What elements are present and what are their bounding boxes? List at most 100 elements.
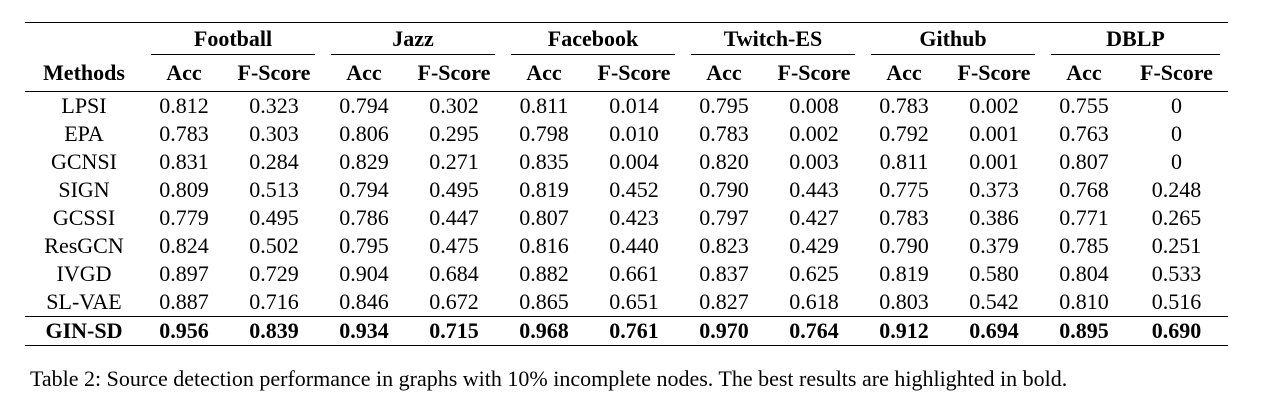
dataset-header-label: DBLP	[1106, 26, 1165, 51]
method-name-cell: EPA	[64, 121, 104, 146]
f-score-cell: 0	[1125, 91, 1228, 120]
f-score-cell: 0.475	[429, 233, 479, 258]
f-score-cell: 0	[1171, 149, 1182, 174]
f-score-cell: 0.295	[429, 121, 479, 146]
table-row: IVGD 0.897 0.729 0.904 0.684 0.882 0.661 0.837 0…	[25, 260, 1228, 288]
table-body: LPSI 0.812 0.323 0.794 0.302 0.811 0.014 0.795 0…	[25, 91, 1228, 346]
acc-cell: 0.912	[863, 316, 945, 346]
acc-cell: 0.783	[863, 91, 945, 120]
f-score-cell: 0.716	[249, 289, 299, 314]
methods-header: Methods	[43, 60, 125, 85]
acc-cell: 0.831	[159, 149, 209, 174]
acc-cell: 0.895	[1043, 316, 1125, 346]
dataset-header: DBLP	[1043, 22, 1228, 55]
acc-cell: 0.811	[503, 91, 585, 120]
f-score-cell: 0.440	[609, 233, 659, 258]
f-score-cell: 0.694	[945, 316, 1043, 346]
acc-cell: 0.807	[1059, 149, 1109, 174]
acc-cell: 0.786	[339, 205, 389, 230]
f-score-cell: 0.495	[429, 177, 479, 202]
dataset-header-row: Football Jazz Facebook Twitch-ES Github …	[25, 22, 1228, 55]
f-score-cell: 0.002	[945, 91, 1043, 120]
metric-header: F-Score	[957, 60, 1031, 85]
acc-cell: 0.768	[1059, 177, 1109, 202]
f-score-cell: 0.715	[405, 316, 503, 346]
f-score-cell: 0.618	[789, 289, 839, 314]
f-score-cell: 0.764	[765, 316, 863, 346]
f-score-cell: 0.386	[969, 205, 1019, 230]
dataset-header: Football	[143, 22, 323, 55]
f-score-cell: 0.452	[609, 177, 659, 202]
f-score-cell: 0.008	[765, 91, 863, 120]
table-row: LPSI 0.812 0.323 0.794 0.302 0.811 0.014 0.795 0…	[25, 91, 1228, 120]
f-score-cell: 0.533	[1151, 261, 1202, 286]
dataset-header: Facebook	[503, 22, 683, 55]
dataset-header-label: Jazz	[392, 26, 434, 51]
table-caption: Table 2: Source detection performance in…	[30, 366, 1068, 391]
acc-cell: 0.887	[159, 289, 209, 314]
f-score-cell: 0.625	[789, 261, 839, 286]
f-score-cell: 0.839	[225, 316, 323, 346]
f-score-cell: 0.661	[609, 261, 659, 286]
acc-cell: 0.934	[323, 316, 405, 346]
f-score-cell: 0.761	[585, 316, 683, 346]
f-score-cell: 0.516	[1151, 289, 1202, 314]
metric-header: F-Score	[777, 60, 851, 85]
f-score-cell: 0.542	[969, 289, 1019, 314]
acc-cell: 0.904	[339, 261, 389, 286]
metric-header: Acc	[706, 60, 742, 85]
acc-cell: 0.785	[1059, 233, 1109, 258]
acc-cell: 0.807	[519, 205, 569, 230]
acc-cell: 0.797	[699, 205, 749, 230]
method-name-cell: LPSI	[25, 91, 143, 120]
method-name-cell: SIGN	[58, 177, 110, 202]
acc-cell: 0.956	[143, 316, 225, 346]
acc-cell: 0.837	[699, 261, 749, 286]
acc-cell: 0.811	[879, 149, 929, 174]
metric-header-row: Methods Acc F-Score Acc F-Score Acc F-Sc…	[25, 55, 1228, 92]
f-score-cell: 0.729	[249, 261, 299, 286]
f-score-cell: 0.513	[249, 177, 299, 202]
table-row: GCSSI 0.779 0.495 0.786 0.447 0.807 0.423 0.797…	[25, 204, 1228, 232]
acc-cell: 0.783	[879, 205, 929, 230]
acc-cell: 0.798	[519, 121, 569, 146]
f-score-cell: 0.690	[1125, 316, 1228, 346]
f-score-cell: 0.323	[225, 91, 323, 120]
f-score-cell: 0.373	[969, 177, 1019, 202]
acc-cell: 0.819	[879, 261, 929, 286]
dataset-header-label: Facebook	[547, 26, 639, 51]
empty-corner-cell	[25, 22, 143, 55]
acc-cell: 0.775	[879, 177, 929, 202]
f-score-cell: 0.495	[249, 205, 299, 230]
best-table-row: GIN-SD 0.956 0.839 0.934 0.715 0.968 0.761 0.97…	[25, 316, 1228, 346]
acc-cell: 0.812	[143, 91, 225, 120]
f-score-cell: 0.427	[789, 205, 839, 230]
f-score-cell: 0.265	[1151, 205, 1202, 230]
metric-header: Acc	[1066, 60, 1102, 85]
metric-header: Acc	[886, 60, 922, 85]
acc-cell: 0.824	[159, 233, 209, 258]
results-table: Football Jazz Facebook Twitch-ES Github …	[25, 22, 1228, 346]
f-score-cell: 0.651	[609, 289, 659, 314]
method-name-cell: SL-VAE	[46, 289, 122, 314]
acc-cell: 0.820	[699, 149, 749, 174]
f-score-cell: 0	[1171, 121, 1182, 146]
f-score-cell: 0.302	[405, 91, 503, 120]
acc-cell: 0.882	[519, 261, 569, 286]
acc-cell: 0.755	[1043, 91, 1125, 120]
acc-cell: 0.816	[519, 233, 569, 258]
dataset-header: Jazz	[323, 22, 503, 55]
dataset-header: Twitch-ES	[683, 22, 863, 55]
metric-header: Acc	[526, 60, 562, 85]
f-score-cell: 0.271	[429, 149, 479, 174]
table-row: SIGN 0.809 0.513 0.794 0.495 0.819 0.452 0.790 0…	[25, 176, 1228, 204]
method-name-cell: GCNSI	[50, 149, 117, 174]
dataset-header-label: Twitch-ES	[723, 26, 823, 51]
f-score-cell: 0.003	[789, 149, 839, 174]
metric-header: F-Score	[597, 60, 671, 85]
f-score-cell: 0.423	[609, 205, 659, 230]
metric-header: Acc	[346, 60, 382, 85]
acc-cell: 0.779	[159, 205, 209, 230]
dataset-header: Github	[863, 22, 1043, 55]
acc-cell: 0.970	[683, 316, 765, 346]
